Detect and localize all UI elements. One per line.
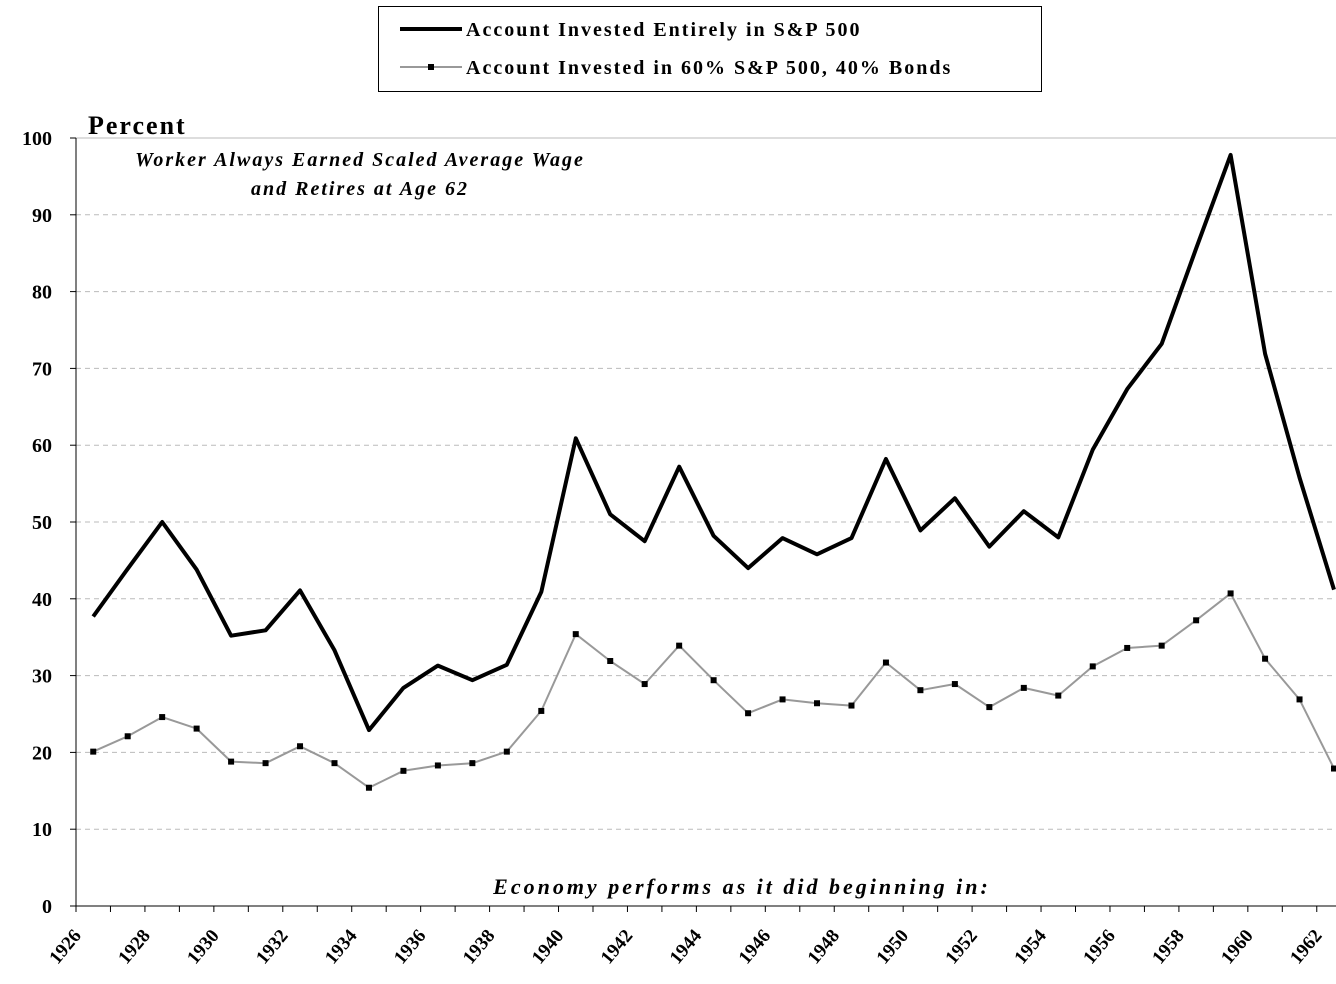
- series-line: [92, 592, 1335, 789]
- x-tick-label: 1934: [321, 925, 362, 968]
- series-marker: [400, 767, 407, 774]
- x-tick-label: 1928: [114, 926, 155, 969]
- y-tick-label: 60: [32, 435, 52, 457]
- x-tick-label: 1950: [872, 926, 913, 969]
- series-marker: [228, 758, 235, 765]
- y-tick-label: 10: [32, 819, 52, 841]
- series-marker: [641, 681, 648, 688]
- x-axis-label: Economy performs as it did beginning in:: [492, 874, 991, 899]
- series-marker: [986, 704, 993, 711]
- series-line: [91, 152, 1336, 733]
- series-marker: [572, 631, 579, 638]
- series-marker: [331, 760, 338, 767]
- y-tick-label: 90: [32, 205, 52, 227]
- series-marker: [503, 748, 510, 755]
- series-marker: [124, 733, 131, 740]
- legend-label: Account Invested Entirely in S&P 500: [466, 19, 862, 41]
- annotation: and Retires at Age 62: [251, 178, 469, 200]
- x-tick-label: 1962: [1286, 926, 1327, 969]
- series-marker: [159, 714, 166, 721]
- series-marker: [814, 700, 821, 707]
- y-axis-label: Percent: [88, 111, 187, 140]
- x-tick-label: 1952: [941, 926, 982, 969]
- y-tick-label: 50: [32, 512, 52, 534]
- series-marker: [848, 702, 855, 709]
- x-tick-label: 1948: [804, 926, 845, 969]
- series-marker: [469, 760, 476, 767]
- x-tick-label: 1940: [528, 926, 569, 969]
- x-tick-label: 1960: [1217, 926, 1258, 969]
- series-marker: [262, 760, 269, 767]
- y-tick-label: 70: [32, 358, 52, 380]
- series-marker: [90, 748, 97, 755]
- series-marker: [1331, 765, 1336, 772]
- series-marker: [676, 642, 683, 649]
- series-marker: [434, 762, 441, 769]
- series-marker: [745, 710, 752, 717]
- series-marker: [1296, 696, 1303, 703]
- x-tick-label: 1954: [1010, 925, 1051, 968]
- series-marker: [1227, 590, 1234, 597]
- series-marker: [1055, 692, 1062, 699]
- series-marker: [538, 707, 545, 714]
- series-marker: [1020, 684, 1027, 691]
- x-tick-label: 1926: [45, 926, 86, 969]
- x-tick-label: 1930: [183, 926, 224, 969]
- series-marker: [917, 687, 924, 694]
- series-marker: [1262, 655, 1269, 662]
- legend-label: Account Invested in 60% S&P 500, 40% Bon…: [466, 57, 952, 79]
- x-tick-label: 1956: [1079, 926, 1120, 969]
- series-marker: [297, 743, 304, 750]
- series-marker: [193, 725, 200, 732]
- y-tick-label: 80: [32, 282, 52, 304]
- legend-box: [378, 6, 1042, 92]
- series-marker: [607, 658, 614, 665]
- x-tick-label: 1932: [252, 926, 293, 969]
- y-tick-label: 40: [32, 589, 52, 611]
- series-marker: [951, 681, 958, 688]
- y-tick-label: 20: [32, 742, 52, 764]
- y-tick-label: 0: [42, 896, 52, 918]
- series-marker: [365, 784, 372, 791]
- annotation: Worker Always Earned Scaled Average Wage: [135, 149, 585, 171]
- y-tick-label: 100: [22, 128, 52, 150]
- series-marker: [710, 677, 717, 684]
- series-marker: [1124, 644, 1131, 651]
- x-tick-label: 1938: [459, 926, 500, 969]
- x-tick-label: 1944: [666, 925, 707, 968]
- legend-marker: [428, 64, 434, 70]
- x-tick-label: 1958: [1148, 926, 1189, 969]
- x-tick-label: 1942: [597, 926, 638, 969]
- series-marker: [1158, 642, 1165, 649]
- series-marker: [1193, 617, 1200, 624]
- x-tick-label: 1946: [735, 926, 776, 969]
- x-tick-label: 1936: [390, 926, 431, 969]
- series-marker: [1089, 663, 1096, 670]
- series-marker: [779, 696, 786, 703]
- series-marker: [882, 659, 889, 666]
- y-tick-label: 30: [32, 666, 52, 688]
